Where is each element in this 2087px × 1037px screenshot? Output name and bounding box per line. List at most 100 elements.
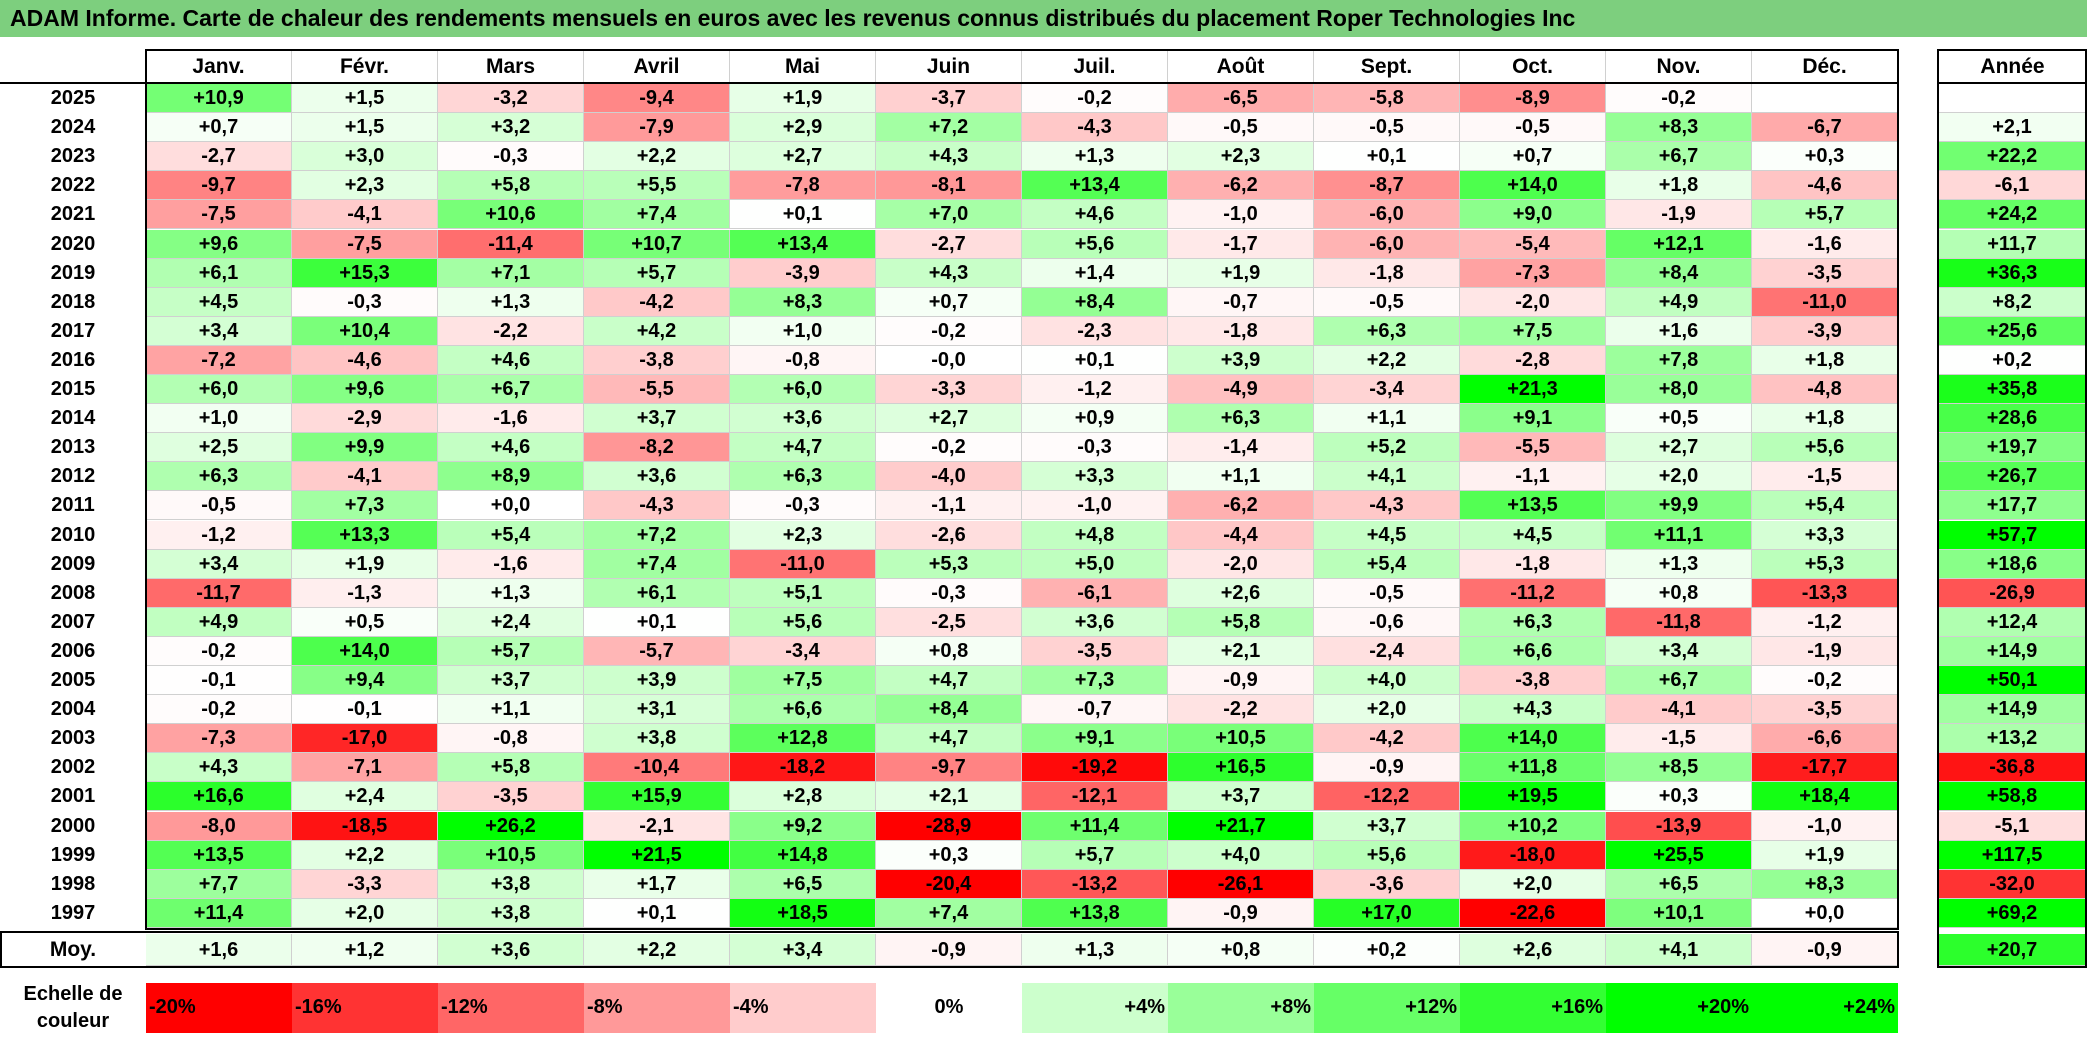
heatmap-cell: +7,1 (438, 258, 584, 288)
heatmap-cell: -26,1 (1168, 869, 1314, 899)
heatmap-cell: -0,8 (730, 345, 876, 375)
heatmap-cell: +5,3 (876, 549, 1022, 579)
heatmap-cell: -1,5 (1752, 462, 1898, 492)
heatmap-cell: -0,5 (1314, 578, 1460, 608)
annual-cell: +19,7 (1938, 433, 2087, 463)
heatmap-cell: -12,2 (1314, 782, 1460, 812)
heatmap-cell: -2,2 (1168, 695, 1314, 725)
heatmap-cell: +6,6 (730, 695, 876, 725)
heatmap-cell: -2,5 (876, 607, 1022, 637)
heatmap-cell: -13,2 (1022, 869, 1168, 899)
year-label: 2019 (0, 258, 146, 288)
heatmap-cell: -3,3 (876, 375, 1022, 405)
heatmap-cell: +5,7 (1022, 840, 1168, 870)
heatmap-cell: -0,7 (1022, 695, 1168, 725)
year-label: 2009 (0, 549, 146, 579)
heatmap-cell: +3,7 (1168, 782, 1314, 812)
heatmap-cell: +7,4 (584, 200, 730, 230)
heatmap-cell: -3,8 (1460, 666, 1606, 696)
heatmap-cell: +4,9 (146, 607, 292, 637)
heatmap-cell: +4,5 (1314, 520, 1460, 550)
heatmap-cell: +4,6 (1022, 200, 1168, 230)
heatmap-cell: -1,8 (1460, 549, 1606, 579)
annual-cell: +28,6 (1938, 404, 2087, 434)
heatmap-cell: -1,2 (1752, 607, 1898, 637)
heatmap-cell: +12,1 (1606, 229, 1752, 259)
heatmap-cell: -1,9 (1606, 200, 1752, 230)
heatmap-cell: -1,6 (438, 404, 584, 434)
annual-cell: +22,2 (1938, 142, 2087, 172)
annual-cell: +13,2 (1938, 724, 2087, 754)
heatmap-cell: +6,7 (438, 375, 584, 405)
heatmap-cell: +5,6 (1752, 433, 1898, 463)
color-scale-swatch: +8% (1168, 983, 1314, 1033)
heatmap-cell: +8,0 (1606, 375, 1752, 405)
annual-cell: -36,8 (1938, 753, 2087, 783)
heatmap-cell: -0,8 (438, 724, 584, 754)
heatmap-cell: -0,9 (1168, 666, 1314, 696)
heatmap-cell: +10,5 (1168, 724, 1314, 754)
heatmap-cell: -3,3 (292, 869, 438, 899)
year-label: 2025 (0, 84, 146, 114)
heatmap-cell: +3,6 (1022, 607, 1168, 637)
heatmap-cell: +0,1 (584, 898, 730, 928)
heatmap-cell: +3,6 (730, 404, 876, 434)
heatmap-cell: +3,8 (438, 869, 584, 899)
heatmap-cell: -2,6 (876, 520, 1022, 550)
heatmap-cell: +5,7 (584, 258, 730, 288)
heatmap-cell: -4,0 (876, 462, 1022, 492)
year-label: 2002 (0, 753, 146, 783)
heatmap-cell: +13,4 (730, 229, 876, 259)
heatmap-cell: -2,7 (876, 229, 1022, 259)
heatmap-cell: +9,9 (1606, 491, 1752, 521)
heatmap-cell: -7,2 (146, 345, 292, 375)
heatmap-cell: -0,9 (1168, 898, 1314, 928)
heatmap-cell: +1,8 (1606, 171, 1752, 201)
year-label: 2018 (0, 287, 146, 317)
annual-cell: +17,7 (1938, 491, 2087, 521)
heatmap-cell: +15,9 (584, 782, 730, 812)
color-scale-label-line1: Echelle de (23, 983, 123, 1005)
heatmap-cell: +0,3 (1606, 782, 1752, 812)
color-scale-swatch: -12% (438, 983, 584, 1033)
heatmap-cell: +3,8 (438, 898, 584, 928)
heatmap-cell: -22,6 (1460, 898, 1606, 928)
heatmap-cell: +0,9 (1022, 404, 1168, 434)
heatmap-cell: -1,8 (1314, 258, 1460, 288)
year-label: 2000 (0, 811, 146, 841)
heatmap-cell: +5,1 (730, 578, 876, 608)
heatmap-cell: -9,7 (146, 171, 292, 201)
heatmap-cell: +3,8 (584, 724, 730, 754)
annual-cell: +58,8 (1938, 782, 2087, 812)
heatmap-cell: -28,9 (876, 811, 1022, 841)
annual-cell: +11,7 (1938, 229, 2087, 259)
annual-cell: -32,0 (1938, 869, 2087, 899)
annual-header: Année (1938, 51, 2087, 83)
heatmap-cell: +21,5 (584, 840, 730, 870)
heatmap-cell: -0,5 (1460, 113, 1606, 143)
heatmap-cell: +7,0 (876, 200, 1022, 230)
year-label: 2020 (0, 229, 146, 259)
year-label: 2005 (0, 666, 146, 696)
heatmap-cell: +5,0 (1022, 549, 1168, 579)
heatmap-cell: +8,5 (1606, 753, 1752, 783)
heatmap-cell: +6,3 (1168, 404, 1314, 434)
heatmap-cell: -6,5 (1168, 84, 1314, 114)
heatmap-cell: +13,4 (1022, 171, 1168, 201)
heatmap-cell: +7,5 (1460, 316, 1606, 346)
heatmap-cell: -8,7 (1314, 171, 1460, 201)
heatmap-cell: -0,3 (730, 491, 876, 521)
heatmap-cell: -2,2 (438, 316, 584, 346)
year-label: 2017 (0, 316, 146, 346)
heatmap-cell: -3,5 (1752, 695, 1898, 725)
color-scale-swatch: +4% (1022, 983, 1168, 1033)
heatmap-cell: -8,1 (876, 171, 1022, 201)
heatmap-cell: +5,5 (584, 171, 730, 201)
heatmap-cell: -17,7 (1752, 753, 1898, 783)
heatmap-cell: -11,0 (730, 549, 876, 579)
annual-cell (1938, 84, 2087, 114)
chart-title: ADAM Informe. Carte de chaleur des rende… (0, 0, 2087, 37)
heatmap-cell: -0,2 (876, 433, 1022, 463)
heatmap-cell: -4,4 (1168, 520, 1314, 550)
heatmap-cell: -6,2 (1168, 491, 1314, 521)
